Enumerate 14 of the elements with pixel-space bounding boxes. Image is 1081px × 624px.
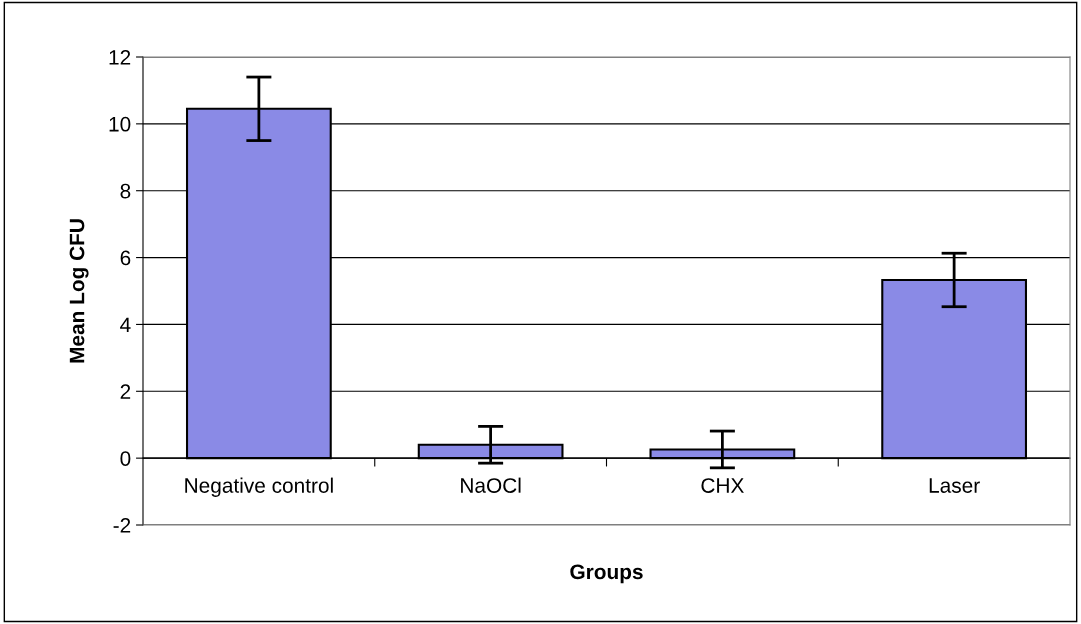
x-tick-label: Laser xyxy=(929,478,980,493)
x-tick-label: CHX xyxy=(701,478,744,493)
y-tick-label: 12 xyxy=(109,50,131,65)
x-axis-title: Groups xyxy=(570,564,643,584)
y-tick-label: 8 xyxy=(120,183,131,199)
y-axis-title: Mean Log CFU xyxy=(69,219,89,363)
y-tick-label: 10 xyxy=(109,116,131,132)
y-tick-label: -2 xyxy=(113,518,131,533)
y-tick-label: 4 xyxy=(120,317,131,332)
x-tick-label: Negative control xyxy=(185,477,333,498)
y-tick-label: 2 xyxy=(120,384,131,399)
y-tick-label: 6 xyxy=(120,250,131,266)
x-tick-label: NaOCl xyxy=(461,477,521,493)
y-tick-label: 0 xyxy=(120,451,131,466)
